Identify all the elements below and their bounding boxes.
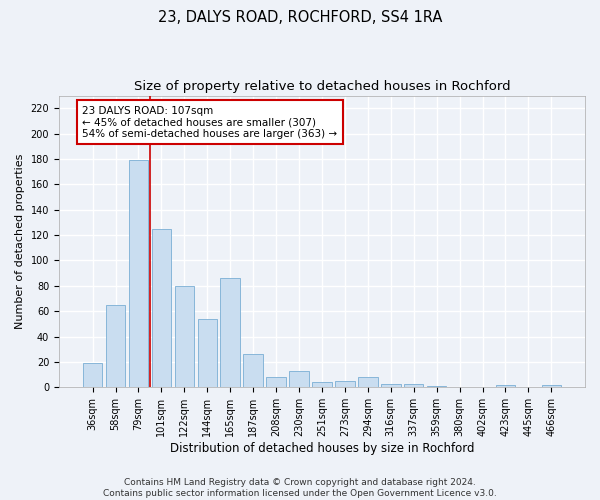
Bar [312,382,332,388]
Text: 23, DALYS ROAD, ROCHFORD, SS4 1RA: 23, DALYS ROAD, ROCHFORD, SS4 1RA [158,10,442,25]
Bar [244,354,263,388]
Bar [542,385,561,388]
Bar [175,286,194,388]
Bar [289,371,309,388]
Bar [381,384,401,388]
X-axis label: Distribution of detached houses by size in Rochford: Distribution of detached houses by size … [170,442,474,455]
Bar [220,278,240,388]
Text: Contains HM Land Registry data © Crown copyright and database right 2024.
Contai: Contains HM Land Registry data © Crown c… [103,478,497,498]
Bar [358,377,377,388]
Bar [197,319,217,388]
Title: Size of property relative to detached houses in Rochford: Size of property relative to detached ho… [134,80,510,93]
Bar [427,386,446,388]
Bar [83,363,103,388]
Bar [404,384,424,388]
Text: 23 DALYS ROAD: 107sqm
← 45% of detached houses are smaller (307)
54% of semi-det: 23 DALYS ROAD: 107sqm ← 45% of detached … [82,106,337,139]
Y-axis label: Number of detached properties: Number of detached properties [15,154,25,329]
Bar [266,377,286,388]
Bar [335,381,355,388]
Bar [152,229,171,388]
Bar [106,305,125,388]
Bar [496,385,515,388]
Bar [128,160,148,388]
